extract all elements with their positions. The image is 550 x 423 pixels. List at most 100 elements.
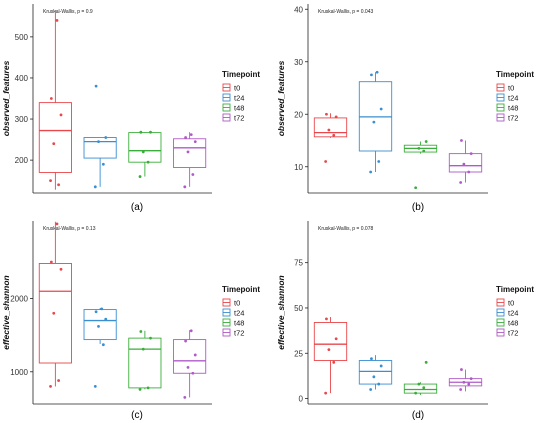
iqr-box [38,102,72,173]
data-point [101,162,105,166]
legend-label: t0 [508,299,514,308]
legend-title: Timepoint [496,285,534,294]
data-point [104,136,108,139]
y-axis-title: observed_features [1,60,11,136]
data-point [138,387,142,391]
y-tick-label: 500 [15,33,29,42]
data-point [59,267,63,271]
box-t24 [83,84,117,189]
data-point [327,128,331,132]
data-point [417,146,421,150]
data-point [184,339,187,343]
legend-item-t72: t72 [496,329,518,338]
data-point [369,388,373,391]
y-tick-label: 50 [294,304,303,313]
data-point [94,310,98,314]
iqr-box [313,322,348,361]
legend-label: t0 [508,84,514,93]
data-point [324,160,328,163]
data-point [469,377,473,381]
legend-item-t72: t72 [496,114,518,123]
box-t0 [313,112,348,163]
box-t24 [358,70,393,174]
box-t0 [38,221,72,388]
data-point [324,391,328,395]
legend-label: t24 [508,309,518,318]
data-point [97,140,100,144]
legend-label: t24 [234,94,244,103]
legend-item-t72: t72 [222,114,244,123]
data-point [189,133,193,137]
data-point [422,386,426,390]
iqr-box [173,138,207,168]
legend-item-t48: t48 [496,319,518,328]
data-point [104,317,108,321]
data-point [186,150,190,154]
data-point [467,170,471,174]
panel-caption: (a) [131,202,143,213]
legend-title: Timepoint [496,70,534,79]
iqr-box [38,263,72,364]
panel-caption: (b) [412,202,424,213]
data-point [146,160,150,164]
box-t0 [38,10,72,190]
data-point [375,70,379,74]
y-tick-label: 200 [15,156,29,165]
panel-d: 0 25 50 75 effective_shannon Kruskal-Wallis, … [276,221,534,421]
y-axis-title: observed_features [276,60,286,136]
data-point [424,140,428,143]
y-tick-label: 2000 [10,295,28,304]
data-point [191,371,195,375]
iqr-box [128,132,162,163]
box-t72 [173,329,207,399]
data-point [139,130,143,134]
legend-item-t24: t24 [222,94,244,103]
data-point [467,382,471,386]
y-tick-label: 25 [294,349,303,358]
data-point [59,113,63,117]
legend-item-t0: t0 [496,84,514,93]
data-point [49,260,53,264]
data-point [193,353,197,357]
kruskal-wallis-annotation: Kruskal-Wallis, p = 0.9 [43,9,93,15]
data-point [57,379,60,382]
legend-item-t24: t24 [222,309,244,318]
data-point [325,112,328,116]
data-point [327,348,331,352]
box-t48 [403,360,438,395]
data-point [100,307,104,311]
legend-item-t48: t48 [222,104,244,113]
data-point [369,170,373,174]
legend-label: t0 [234,84,240,93]
box-t72 [173,132,207,189]
legend-label: t48 [508,319,518,328]
data-point [459,388,463,391]
data-point [332,360,336,364]
y-tick-label: 1000 [10,368,28,377]
legend-item-t48: t48 [496,104,518,113]
data-point [189,329,193,333]
data-point [57,183,60,187]
legend-item-t24: t24 [496,309,518,318]
legend-item-t72: t72 [222,329,244,338]
legend-item-t0: t0 [496,299,514,308]
panel-caption: (c) [131,410,143,421]
box-t72 [448,139,483,184]
data-point [372,120,376,124]
iqr-box [128,337,162,389]
data-point [469,152,473,156]
panel-b: 10 20 30 40 observed_features Kruskal-Wallis,… [276,4,534,213]
y-tick-label: 75 [294,259,303,268]
data-point [460,368,463,371]
data-point [146,386,150,390]
box-t48 [128,130,162,178]
box-t48 [128,330,162,391]
data-point [183,396,187,399]
data-point [49,97,53,100]
legend-label: t72 [234,329,244,338]
legend-title: Timepoint [222,70,260,79]
data-point [424,360,428,364]
